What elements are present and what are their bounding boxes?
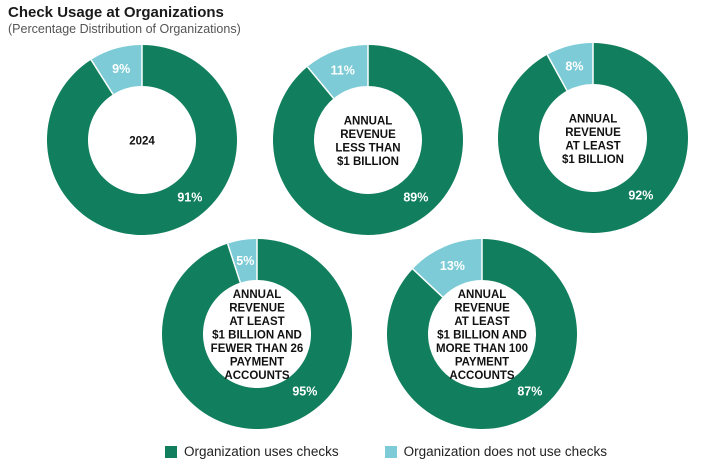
data-label-not-uses: 13%	[440, 259, 465, 273]
center-label-line: ANNUAL	[344, 115, 393, 127]
slice-uses-checks	[162, 239, 353, 429]
center-label-line: ANNUAL	[458, 289, 507, 301]
center-label: ANNUAL REVENUE AT LEAST $1 BILLION AND FEWER…	[211, 289, 304, 382]
data-label-not-uses: 9%	[112, 62, 130, 76]
center-label-line: ACCOUNTS	[224, 370, 289, 382]
legend-item-uses: Organization uses checks	[165, 444, 339, 459]
center-label-line: $1 BILLION	[562, 154, 624, 166]
center-label: 2024	[129, 136, 155, 148]
legend-label-uses: Organization uses checks	[184, 444, 339, 459]
legend-item-not-uses: Organization does not use checks	[384, 444, 607, 459]
center-label-line: REVENUE	[454, 303, 510, 315]
slice-separator	[90, 59, 114, 95]
legend: Organization uses checks Organization do…	[165, 444, 653, 459]
slice-separator	[546, 54, 568, 92]
center-label-line: MORE THAN 100	[436, 343, 528, 355]
data-label-not-uses: 11%	[331, 63, 355, 77]
legend-swatch-not-uses	[384, 445, 397, 458]
slice-uses-checks	[387, 239, 577, 429]
center-label-line: AT LEAST	[454, 316, 509, 328]
center-label: ANNUAL REVENUE AT LEAST $1 BILLION	[562, 113, 624, 166]
center-label-line: ACCOUNTS	[449, 370, 514, 382]
center-label-line: AT LEAST	[565, 140, 620, 152]
center-label-line: FEWER THAN 26	[211, 343, 304, 355]
data-label-uses: 95%	[292, 385, 317, 399]
data-label-uses: 89%	[403, 191, 428, 205]
center-label-line: ANNUAL	[569, 113, 618, 125]
center-label: ANNUAL REVENUE LESS THAN $1 BILLION	[335, 115, 400, 168]
donut-chart-2: 11% 89% ANNUAL REVENUE LESS THAN $1 BILLION	[273, 45, 464, 236]
center-label-line: $1 BILLION	[337, 156, 399, 168]
donut-chart-3: 8% 92% ANNUAL REVENUE AT LEAST $1 BILLION	[497, 43, 688, 233]
slice-not-uses-checks	[412, 239, 482, 298]
slice-not-uses-checks	[227, 239, 257, 283]
slice-not-uses-checks	[91, 45, 142, 95]
center-label-line: REVENUE	[565, 127, 621, 139]
center-label: ANNUAL REVENUE AT LEAST $1 BILLION AND MORE …	[436, 289, 528, 382]
center-label-line: AT LEAST	[229, 316, 284, 328]
center-label-line: PAYMENT	[455, 357, 509, 369]
data-label-uses: 91%	[177, 191, 202, 205]
center-label-line: 2024	[129, 136, 155, 148]
data-label-not-uses: 8%	[565, 59, 583, 73]
slice-separator	[412, 268, 444, 298]
slice-separator	[306, 66, 335, 99]
center-label-line: REVENUE	[229, 303, 285, 315]
slice-not-uses-checks	[547, 43, 593, 91]
legend-swatch-uses	[165, 445, 177, 458]
donut-chart-5: 13% 87% ANNUAL REVENUE AT LEAST $1 BILLION AN…	[387, 239, 577, 429]
donut-chart-4: 5% 95% ANNUAL REVENUE AT LEAST $1 BILLION AND…	[162, 239, 353, 429]
center-label-line: PAYMENT	[230, 357, 284, 369]
center-label-line: ANNUAL	[233, 289, 282, 301]
slice-uses-checks	[273, 45, 464, 236]
center-label-line: $1 BILLION AND	[437, 330, 527, 342]
slice-uses-checks	[497, 43, 688, 233]
data-label-uses: 92%	[628, 189, 653, 203]
chart-subtitle: (Percentage Distribution of Organization…	[8, 22, 241, 36]
donut-chart-1: 9% 91% 2024	[46, 45, 237, 236]
slice-separator	[226, 243, 242, 283]
chart-title: Check Usage at Organizations	[8, 4, 224, 21]
data-label-uses: 87%	[517, 385, 542, 399]
center-label-line: LESS THAN	[335, 142, 400, 154]
slice-uses-checks	[46, 45, 237, 236]
center-label-line: REVENUE	[340, 129, 396, 141]
center-label-line: $1 BILLION AND	[212, 330, 302, 342]
legend-label-not-uses: Organization does not use checks	[403, 444, 607, 459]
data-label-not-uses: 5%	[236, 254, 254, 268]
